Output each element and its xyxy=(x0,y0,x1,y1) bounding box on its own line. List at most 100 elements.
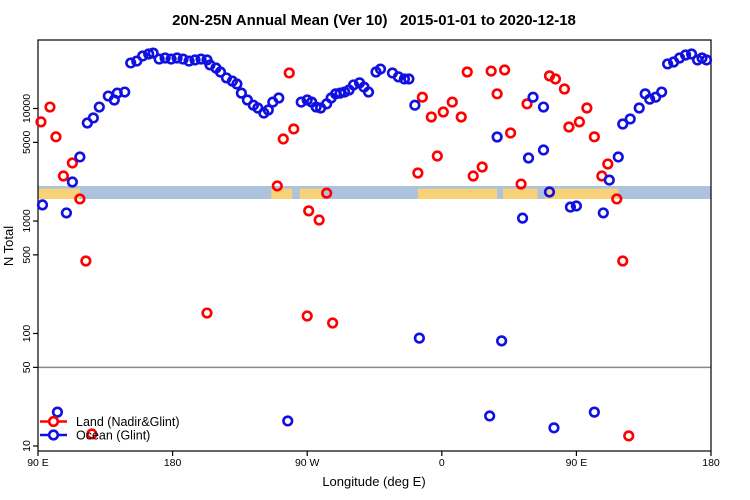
data-point-land xyxy=(288,123,300,135)
band-land-segment xyxy=(544,188,619,199)
data-point-land xyxy=(301,310,313,322)
data-point-ocean xyxy=(685,48,698,60)
data-point-land xyxy=(313,214,325,226)
y-tick-label: 1000 xyxy=(21,209,33,233)
data-point-land xyxy=(303,205,315,217)
data-point-ocean xyxy=(633,102,645,114)
data-point-land xyxy=(515,178,527,190)
data-point-ocean xyxy=(137,50,149,62)
data-point-land xyxy=(446,96,458,108)
data-point-ocean xyxy=(235,87,247,99)
y-tick-label: 100 xyxy=(21,325,33,343)
data-point-ocean xyxy=(189,54,201,66)
data-point-ocean xyxy=(527,91,539,103)
data-point-land xyxy=(425,111,437,123)
data-point-ocean xyxy=(74,151,86,163)
data-point-ocean xyxy=(413,332,425,344)
x-axis-label: Longitude (deg E) xyxy=(322,474,425,489)
data-point-ocean xyxy=(153,53,165,65)
data-point-ocean xyxy=(295,96,307,108)
data-point-ocean xyxy=(656,86,668,98)
data-point-ocean xyxy=(177,53,189,65)
data-point-ocean xyxy=(679,49,692,61)
legend: Land (Nadir&Glint) Ocean (Glint) xyxy=(40,415,180,443)
data-point-land xyxy=(277,133,289,145)
plot-box xyxy=(37,39,712,452)
data-point-land xyxy=(57,170,70,182)
y-tick-label: 10000 xyxy=(21,94,33,123)
data-point-land xyxy=(623,430,635,442)
data-point-ocean xyxy=(398,73,411,85)
data-point-land xyxy=(499,64,511,76)
data-point-land xyxy=(563,121,575,133)
x-tick-label: 90 E xyxy=(566,457,588,469)
data-point-land xyxy=(558,83,571,95)
data-point-land xyxy=(602,158,614,170)
data-point-land xyxy=(50,131,62,143)
data-point-land xyxy=(588,131,600,143)
data-point-ocean xyxy=(617,118,629,130)
data-point-ocean xyxy=(347,79,360,91)
data-point-land xyxy=(201,307,213,319)
data-point-land xyxy=(455,111,467,123)
data-point-land xyxy=(66,157,78,169)
data-point-land xyxy=(44,101,56,113)
data-point-ocean xyxy=(700,54,713,66)
data-point-ocean xyxy=(362,86,375,98)
data-point-land xyxy=(611,193,623,205)
chart-title: 20N-25N Annual Mean (Ver 10) 2015-01-01 … xyxy=(172,12,576,29)
data-point-ocean xyxy=(87,112,99,124)
axes: 90 E 180 90 W 0 90 E 180 10 50 100 500 1000 5000 100… xyxy=(21,39,720,469)
data-point-land xyxy=(573,116,585,128)
data-point-ocean xyxy=(119,86,131,98)
x-tick-label: 180 xyxy=(164,457,182,469)
data-point-ocean xyxy=(183,55,195,67)
data-point-land xyxy=(283,67,295,79)
data-point-land xyxy=(327,317,339,329)
data-point-land xyxy=(86,428,98,440)
y-tick-label: 10 xyxy=(21,440,33,452)
y-axis-label: N Total xyxy=(1,226,16,266)
data-point-ocean xyxy=(516,212,529,224)
data-point-land xyxy=(271,180,283,192)
data-point-land xyxy=(581,102,593,114)
legend-label-land: Land (Nadir&Glint) xyxy=(76,415,180,429)
data-point-ocean xyxy=(66,176,78,188)
band-land-segment xyxy=(503,188,538,199)
data-point-ocean xyxy=(195,53,207,65)
data-point-land xyxy=(467,170,479,182)
data-point-ocean xyxy=(597,207,609,219)
data-point-ocean xyxy=(548,422,560,434)
data-point-land xyxy=(321,187,333,199)
data-point-land xyxy=(491,88,503,100)
data-point-ocean xyxy=(644,93,656,105)
data-point-ocean xyxy=(543,186,556,198)
data-point-ocean xyxy=(165,53,177,65)
data-point-land xyxy=(521,98,533,110)
band-land-segment xyxy=(38,188,80,199)
data-point-land xyxy=(80,255,92,267)
data-point-ocean xyxy=(60,207,73,219)
band-land-segment xyxy=(299,188,323,199)
data-point-land xyxy=(74,193,86,205)
legend-marker-land-icon xyxy=(47,415,60,428)
data-point-ocean xyxy=(159,52,171,64)
data-point-ocean xyxy=(409,99,421,111)
data-point-ocean xyxy=(147,47,159,59)
data-point-land xyxy=(549,73,562,85)
data-point-ocean xyxy=(214,66,227,78)
land-ocean-band xyxy=(38,186,711,199)
legend-label-ocean: Ocean (Glint) xyxy=(76,429,150,443)
data-point-ocean xyxy=(36,199,49,211)
data-point-ocean xyxy=(612,151,624,163)
data-point-land xyxy=(412,167,424,179)
data-point-land xyxy=(504,127,517,139)
data-point-ocean xyxy=(537,144,550,156)
data-point-land xyxy=(437,106,449,118)
band-land-segment xyxy=(271,188,293,199)
data-point-ocean xyxy=(588,406,600,418)
x-tick-label: 90 W xyxy=(295,457,320,469)
band-ocean-base xyxy=(38,186,711,199)
